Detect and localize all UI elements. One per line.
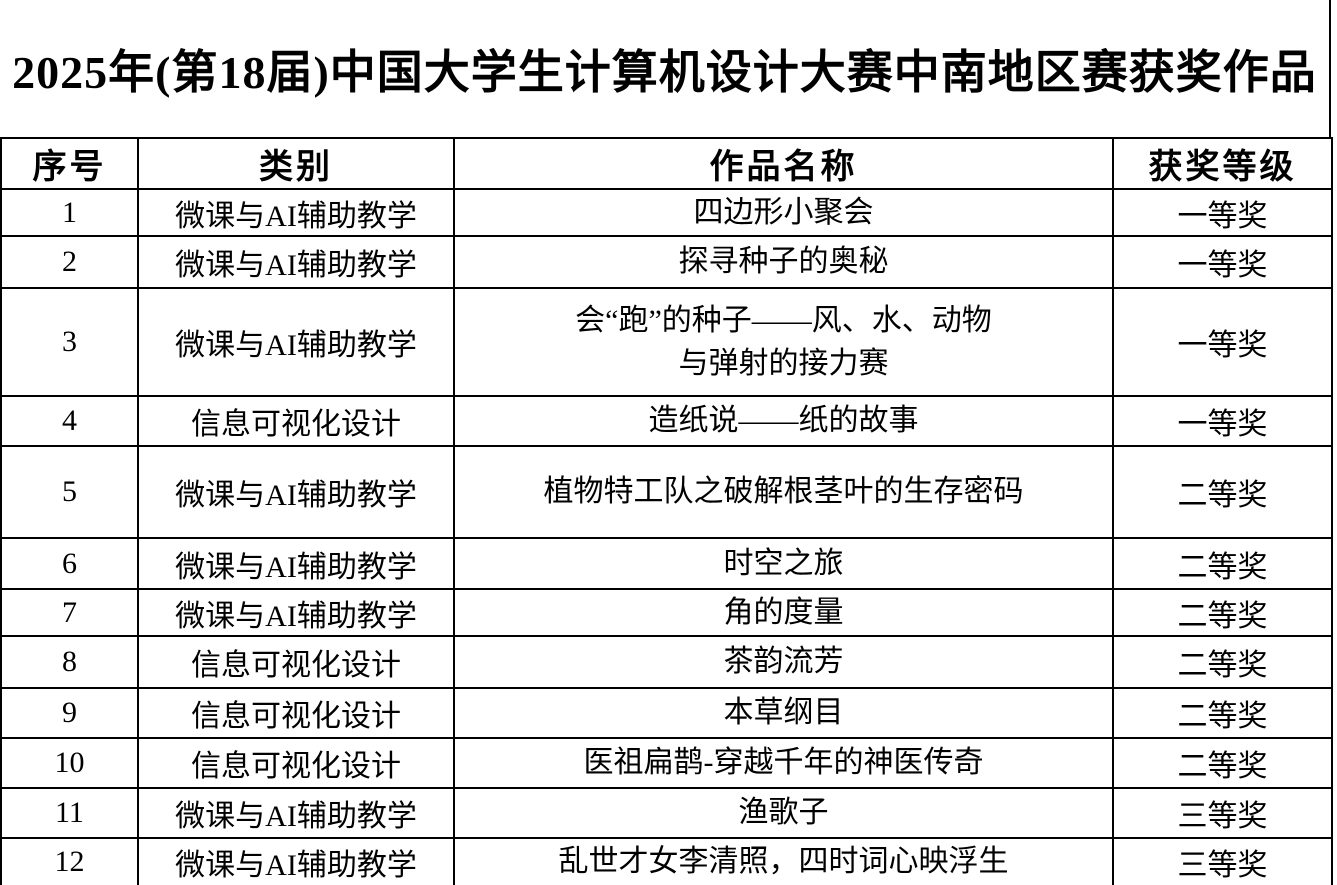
cell-category: 微课与AI辅助教学 (137, 287, 455, 397)
cell-no: 1 (0, 188, 139, 237)
table-row: 4 信息可视化设计 造纸说——纸的故事 一等奖 (0, 395, 1333, 447)
table-row: 7 微课与AI辅助教学 角的度量 二等奖 (0, 588, 1333, 637)
cell-work-name: 茶韵流芳 (453, 635, 1114, 689)
cell-no: 3 (0, 287, 139, 397)
cell-award: 二等奖 (1112, 687, 1333, 739)
col-header-no: 序号 (0, 137, 139, 190)
table-header-row: 序号 类别 作品名称 获奖等级 (0, 137, 1333, 190)
cell-work-name: 四边形小聚会 (453, 188, 1114, 237)
cell-no: 2 (0, 235, 139, 289)
cell-work-name: 探寻种子的奥秘 (453, 235, 1114, 289)
cell-no: 10 (0, 737, 139, 789)
cell-category: 微课与AI辅助教学 (137, 837, 455, 885)
cell-award: 二等奖 (1112, 445, 1333, 539)
awards-table: 序号 类别 作品名称 获奖等级 1 微课与AI辅助教学 四边形小聚会 一等奖 2… (0, 137, 1333, 885)
cell-work-name: 医祖扁鹊-穿越千年的神医传奇 (453, 737, 1114, 789)
cell-no: 4 (0, 395, 139, 447)
cell-award: 二等奖 (1112, 588, 1333, 637)
cell-no: 9 (0, 687, 139, 739)
cell-category: 信息可视化设计 (137, 687, 455, 739)
cell-work-name: 造纸说——纸的故事 (453, 395, 1114, 447)
cell-work-name: 植物特工队之破解根茎叶的生存密码 (453, 445, 1114, 539)
table-row: 1 微课与AI辅助教学 四边形小聚会 一等奖 (0, 188, 1333, 237)
cell-award: 一等奖 (1112, 287, 1333, 397)
cell-award: 二等奖 (1112, 537, 1333, 590)
table-row: 2 微课与AI辅助教学 探寻种子的奥秘 一等奖 (0, 235, 1333, 289)
table-row: 10 信息可视化设计 医祖扁鹊-穿越千年的神医传奇 二等奖 (0, 737, 1333, 789)
cell-category: 信息可视化设计 (137, 395, 455, 447)
cell-award: 二等奖 (1112, 635, 1333, 689)
cell-work-name: 时空之旅 (453, 537, 1114, 590)
cell-work-name: 会“跑”的种子——风、水、动物 与弹射的接力赛 (453, 287, 1114, 397)
cell-no: 8 (0, 635, 139, 689)
cell-work-name: 乱世才女李清照，四时词心映浮生 (453, 837, 1114, 885)
table-row: 12 微课与AI辅助教学 乱世才女李清照，四时词心映浮生 三等奖 (0, 837, 1333, 885)
cell-category: 信息可视化设计 (137, 635, 455, 689)
cell-category: 信息可视化设计 (137, 737, 455, 789)
cell-work-name: 本草纲目 (453, 687, 1114, 739)
cell-award: 一等奖 (1112, 188, 1333, 237)
table-row: 5 微课与AI辅助教学 植物特工队之破解根茎叶的生存密码 二等奖 (0, 445, 1333, 539)
cell-no: 6 (0, 537, 139, 590)
cell-category: 微课与AI辅助教学 (137, 787, 455, 839)
table-row: 8 信息可视化设计 茶韵流芳 二等奖 (0, 635, 1333, 689)
cell-category: 微课与AI辅助教学 (137, 188, 455, 237)
cell-category: 微课与AI辅助教学 (137, 537, 455, 590)
cell-work-name: 角的度量 (453, 588, 1114, 637)
cell-no: 12 (0, 837, 139, 885)
table-row: 3 微课与AI辅助教学 会“跑”的种子——风、水、动物 与弹射的接力赛 一等奖 (0, 287, 1333, 397)
cell-award: 三等奖 (1112, 787, 1333, 839)
cell-award: 一等奖 (1112, 235, 1333, 289)
cell-award: 三等奖 (1112, 837, 1333, 885)
cell-no: 5 (0, 445, 139, 539)
col-header-name: 作品名称 (453, 137, 1114, 190)
cell-category: 微课与AI辅助教学 (137, 588, 455, 637)
page-title: 2025年(第18届)中国大学生计算机设计大赛中南地区赛获奖作品 (12, 46, 1317, 98)
col-header-award: 获奖等级 (1112, 137, 1333, 190)
table-row: 9 信息可视化设计 本草纲目 二等奖 (0, 687, 1333, 739)
title-area: 2025年(第18届)中国大学生计算机设计大赛中南地区赛获奖作品 (0, 0, 1331, 137)
cell-no: 11 (0, 787, 139, 839)
cell-award: 一等奖 (1112, 395, 1333, 447)
table-row: 6 微课与AI辅助教学 时空之旅 二等奖 (0, 537, 1333, 590)
cell-category: 微课与AI辅助教学 (137, 235, 455, 289)
cell-work-name: 渔歌子 (453, 787, 1114, 839)
col-header-category: 类别 (137, 137, 455, 190)
cell-category: 微课与AI辅助教学 (137, 445, 455, 539)
cell-award: 二等奖 (1112, 737, 1333, 789)
cell-no: 7 (0, 588, 139, 637)
table-row: 11 微课与AI辅助教学 渔歌子 三等奖 (0, 787, 1333, 839)
